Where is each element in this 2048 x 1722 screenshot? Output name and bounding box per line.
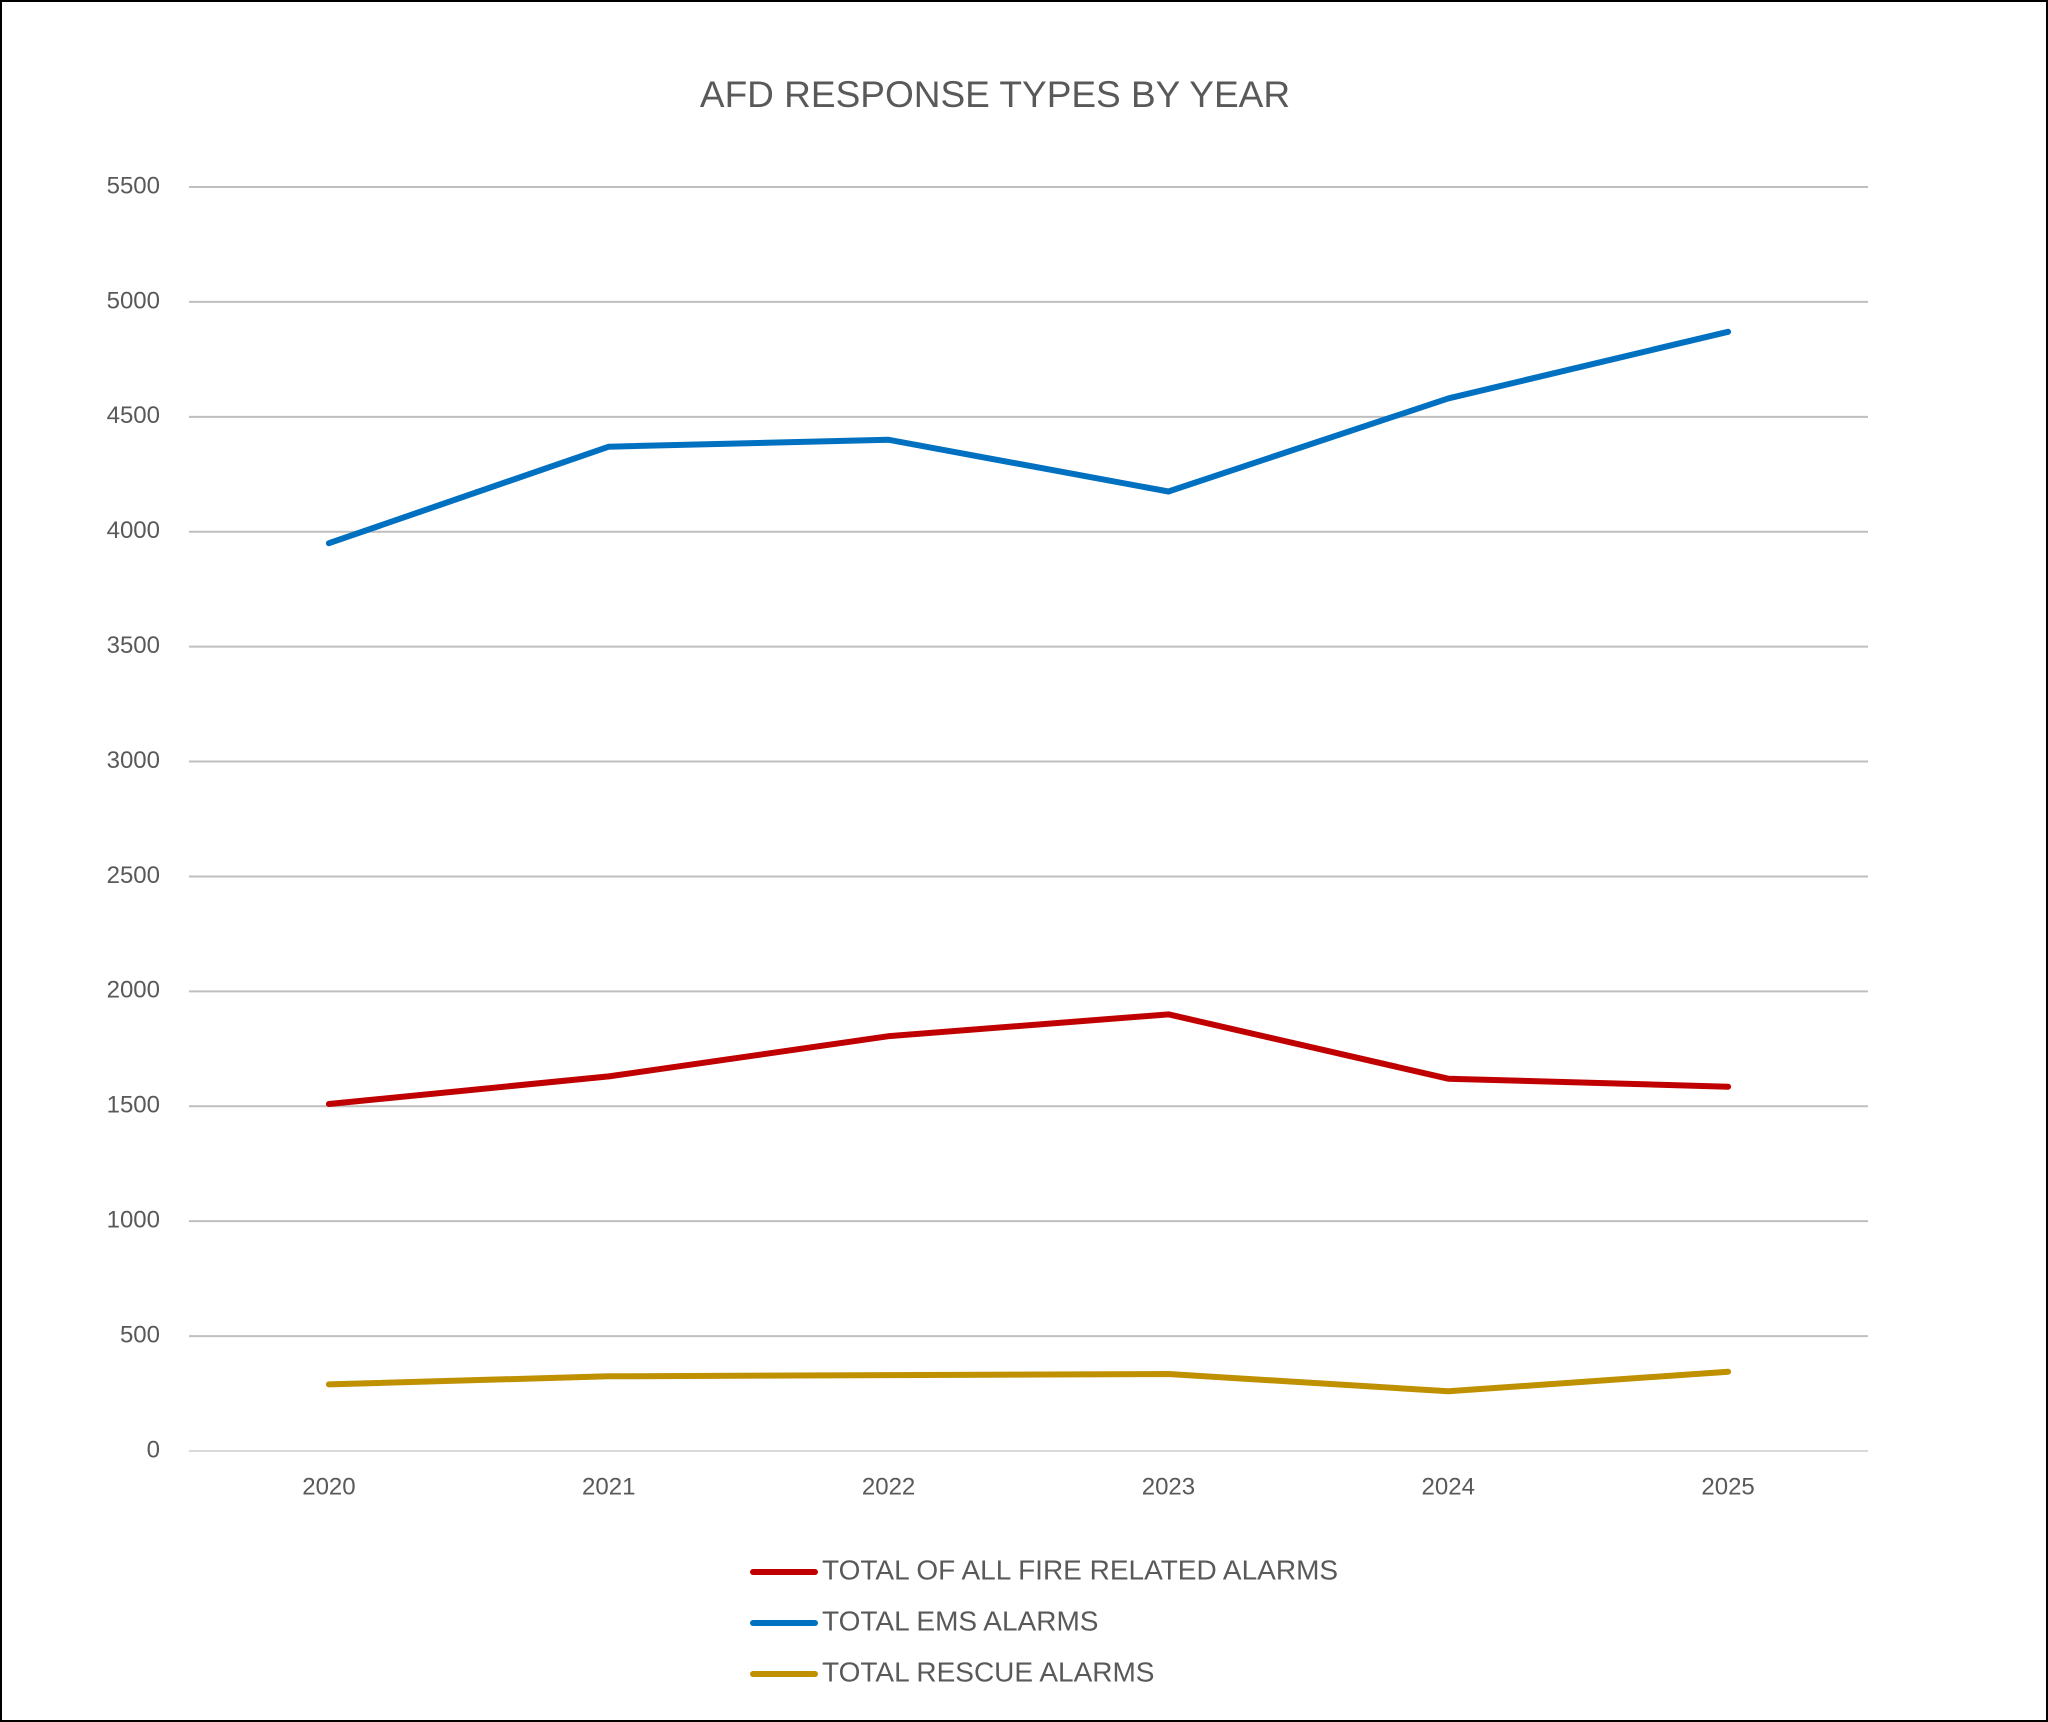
y-tick-label: 5000	[107, 287, 160, 314]
y-tick-label: 3000	[107, 747, 160, 774]
y-tick-label: 0	[147, 1436, 160, 1463]
legend-label: TOTAL RESCUE ALARMS	[822, 1656, 1154, 1687]
x-tick-label: 2020	[302, 1473, 355, 1500]
y-tick-label: 3500	[107, 632, 160, 659]
y-tick-label: 1500	[107, 1092, 160, 1119]
y-tick-label: 2500	[107, 862, 160, 889]
legend-label: TOTAL OF ALL FIRE RELATED ALARMS	[822, 1554, 1338, 1585]
y-tick-label: 1000	[107, 1207, 160, 1234]
y-tick-label: 4000	[107, 517, 160, 544]
y-tick-label: 5500	[107, 172, 160, 199]
x-tick-label: 2023	[1142, 1473, 1195, 1500]
y-tick-label: 2000	[107, 977, 160, 1004]
chart-title: AFD RESPONSE TYPES BY YEAR	[700, 74, 1290, 115]
y-tick-label: 4500	[107, 402, 160, 429]
x-tick-label: 2022	[862, 1473, 915, 1500]
y-tick-label: 500	[120, 1321, 160, 1348]
series-line	[325, 328, 1732, 547]
series-line	[325, 1368, 1732, 1395]
x-tick-label: 2025	[1701, 1473, 1754, 1500]
series-line	[325, 1011, 1732, 1107]
legend-label: TOTAL EMS ALARMS	[822, 1605, 1098, 1636]
x-tick-label: 2024	[1422, 1473, 1475, 1500]
x-tick-label: 2021	[582, 1473, 635, 1500]
